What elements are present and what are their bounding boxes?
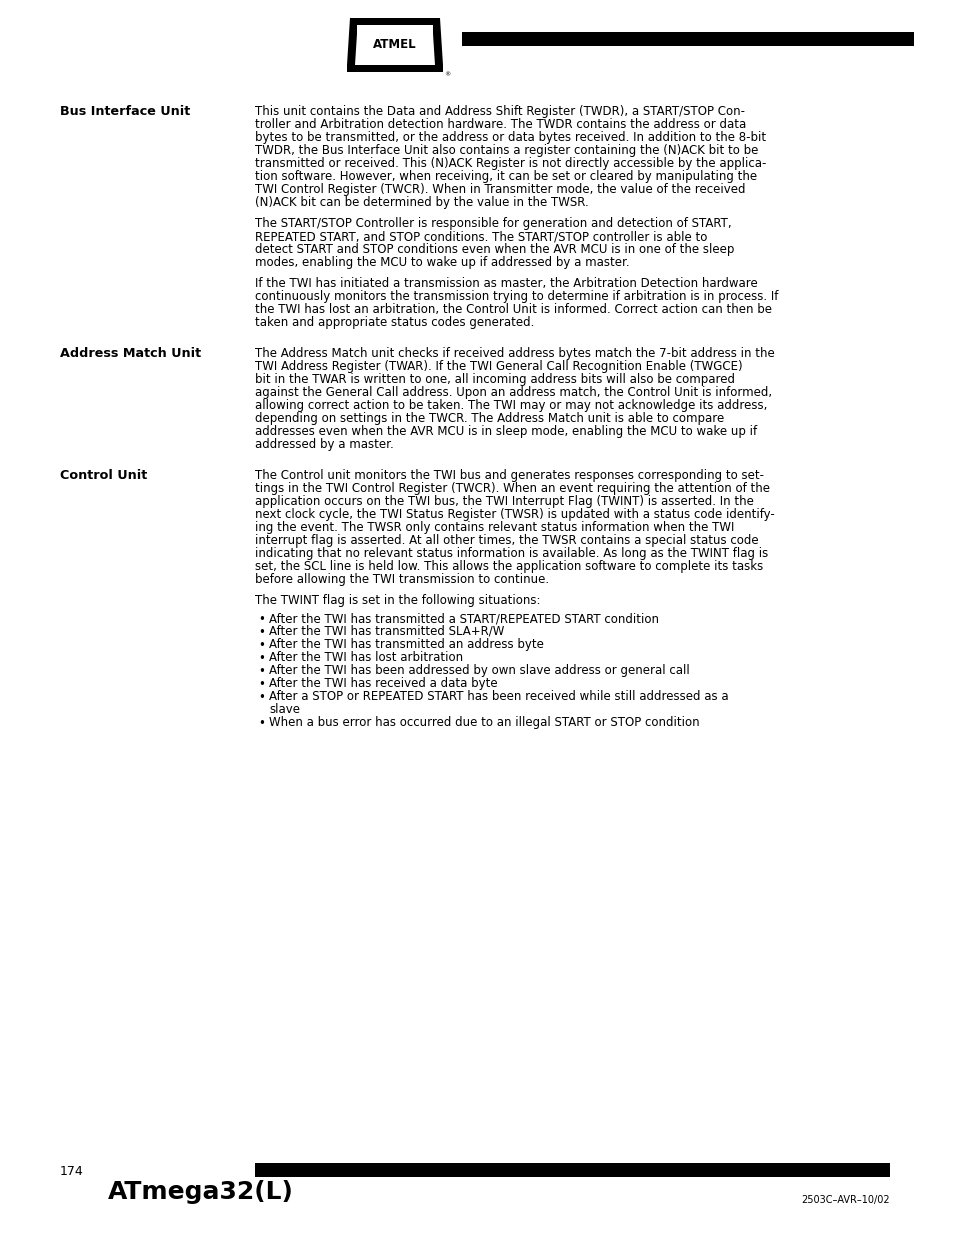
Text: TWDR, the Bus Interface Unit also contains a register containing the (N)ACK bit : TWDR, the Bus Interface Unit also contai… bbox=[254, 144, 758, 157]
Text: allowing correct action to be taken. The TWI may or may not acknowledge its addr: allowing correct action to be taken. The… bbox=[254, 399, 766, 412]
Text: against the General Call address. Upon an address match, the Control Unit is inf: against the General Call address. Upon a… bbox=[254, 387, 771, 399]
Bar bbox=[350, 19, 439, 25]
Text: detect START and STOP conditions even when the AVR MCU is in one of the sleep: detect START and STOP conditions even wh… bbox=[254, 243, 734, 256]
Text: This unit contains the Data and Address Shift Register (TWDR), a START/STOP Con-: This unit contains the Data and Address … bbox=[254, 105, 744, 119]
Text: bit in the TWAR is written to one, all incoming address bits will also be compar: bit in the TWAR is written to one, all i… bbox=[254, 373, 734, 387]
Text: indicating that no relevant status information is available. As long as the TWIN: indicating that no relevant status infor… bbox=[254, 547, 767, 559]
Text: modes, enabling the MCU to wake up if addressed by a master.: modes, enabling the MCU to wake up if ad… bbox=[254, 256, 629, 269]
Text: application occurs on the TWI bus, the TWI Interrupt Flag (TWINT) is asserted. I: application occurs on the TWI bus, the T… bbox=[254, 495, 753, 508]
Polygon shape bbox=[432, 19, 442, 65]
Text: transmitted or received. This (N)ACK Register is not directly accessible by the : transmitted or received. This (N)ACK Reg… bbox=[254, 157, 765, 170]
Text: •: • bbox=[257, 626, 265, 638]
Text: interrupt flag is asserted. At all other times, the TWSR contains a special stat: interrupt flag is asserted. At all other… bbox=[254, 534, 758, 547]
Text: before allowing the TWI transmission to continue.: before allowing the TWI transmission to … bbox=[254, 573, 549, 585]
Text: Control Unit: Control Unit bbox=[60, 469, 147, 482]
Text: the TWI has lost an arbitration, the Control Unit is informed. Correct action ca: the TWI has lost an arbitration, the Con… bbox=[254, 303, 771, 316]
Bar bbox=[356, 25, 433, 65]
Text: After a STOP or REPEATED START has been received while still addressed as a: After a STOP or REPEATED START has been … bbox=[269, 690, 728, 703]
Text: 174: 174 bbox=[60, 1165, 84, 1178]
Text: •: • bbox=[257, 678, 265, 692]
Text: addresses even when the AVR MCU is in sleep mode, enabling the MCU to wake up if: addresses even when the AVR MCU is in sl… bbox=[254, 425, 757, 438]
Text: ®: ® bbox=[443, 72, 450, 77]
Text: ATmega32(L): ATmega32(L) bbox=[108, 1179, 294, 1204]
Text: REPEATED START, and STOP conditions. The START/STOP controller is able to: REPEATED START, and STOP conditions. The… bbox=[254, 230, 706, 243]
Text: taken and appropriate status codes generated.: taken and appropriate status codes gener… bbox=[254, 316, 534, 329]
Text: bytes to be transmitted, or the address or data bytes received. In addition to t: bytes to be transmitted, or the address … bbox=[254, 131, 765, 144]
Text: The Control unit monitors the TWI bus and generates responses corresponding to s: The Control unit monitors the TWI bus an… bbox=[254, 469, 763, 482]
Text: After the TWI has been addressed by own slave address or general call: After the TWI has been addressed by own … bbox=[269, 664, 689, 677]
Text: continuously monitors the transmission trying to determine if arbitration is in : continuously monitors the transmission t… bbox=[254, 290, 778, 303]
Text: Address Match Unit: Address Match Unit bbox=[60, 347, 201, 359]
Text: The START/STOP Controller is responsible for generation and detection of START,: The START/STOP Controller is responsible… bbox=[254, 217, 731, 230]
Text: After the TWI has transmitted an address byte: After the TWI has transmitted an address… bbox=[269, 638, 543, 651]
Text: (N)ACK bit can be determined by the value in the TWSR.: (N)ACK bit can be determined by the valu… bbox=[254, 196, 588, 209]
Text: The Address Match unit checks if received address bytes match the 7-bit address : The Address Match unit checks if receive… bbox=[254, 347, 774, 359]
Text: 2503C–AVR–10/02: 2503C–AVR–10/02 bbox=[801, 1195, 889, 1205]
Text: tings in the TWI Control Register (TWCR). When an event requiring the attention : tings in the TWI Control Register (TWCR)… bbox=[254, 482, 769, 495]
Text: tion software. However, when receiving, it can be set or cleared by manipulating: tion software. However, when receiving, … bbox=[254, 170, 757, 183]
Text: ing the event. The TWSR only contains relevant status information when the TWI: ing the event. The TWSR only contains re… bbox=[254, 521, 734, 534]
Bar bbox=[347, 65, 442, 72]
Text: If the TWI has initiated a transmission as master, the Arbitration Detection har: If the TWI has initiated a transmission … bbox=[254, 277, 757, 290]
Text: addressed by a master.: addressed by a master. bbox=[254, 438, 394, 451]
Bar bbox=[254, 1163, 889, 1177]
Text: ATMEL: ATMEL bbox=[373, 38, 416, 52]
Text: TWI Control Register (TWCR). When in Transmitter mode, the value of the received: TWI Control Register (TWCR). When in Tra… bbox=[254, 183, 744, 196]
Text: The TWINT flag is set in the following situations:: The TWINT flag is set in the following s… bbox=[254, 594, 540, 606]
Text: •: • bbox=[257, 718, 265, 730]
Text: •: • bbox=[257, 692, 265, 704]
Text: •: • bbox=[257, 652, 265, 664]
Polygon shape bbox=[347, 19, 357, 65]
Text: set, the SCL line is held low. This allows the application software to complete : set, the SCL line is held low. This allo… bbox=[254, 559, 762, 573]
Text: depending on settings in the TWCR. The Address Match unit is able to compare: depending on settings in the TWCR. The A… bbox=[254, 412, 723, 425]
Text: After the TWI has transmitted SLA+R/W: After the TWI has transmitted SLA+R/W bbox=[269, 625, 504, 638]
Text: slave: slave bbox=[269, 703, 299, 716]
Text: next clock cycle, the TWI Status Register (TWSR) is updated with a status code i: next clock cycle, the TWI Status Registe… bbox=[254, 508, 774, 521]
Text: After the TWI has transmitted a START/REPEATED START condition: After the TWI has transmitted a START/RE… bbox=[269, 613, 659, 625]
Text: •: • bbox=[257, 664, 265, 678]
Text: troller and Arbitration detection hardware. The TWDR contains the address or dat: troller and Arbitration detection hardwa… bbox=[254, 119, 745, 131]
Text: After the TWI has lost arbitration: After the TWI has lost arbitration bbox=[269, 651, 462, 664]
Text: After the TWI has received a data byte: After the TWI has received a data byte bbox=[269, 677, 497, 690]
Text: When a bus error has occurred due to an illegal START or STOP condition: When a bus error has occurred due to an … bbox=[269, 716, 699, 729]
Text: TWI Address Register (TWAR). If the TWI General Call Recognition Enable (TWGCE): TWI Address Register (TWAR). If the TWI … bbox=[254, 359, 741, 373]
Text: Bus Interface Unit: Bus Interface Unit bbox=[60, 105, 190, 119]
Bar bbox=[461, 32, 913, 46]
Text: •: • bbox=[257, 638, 265, 652]
Text: •: • bbox=[257, 613, 265, 626]
